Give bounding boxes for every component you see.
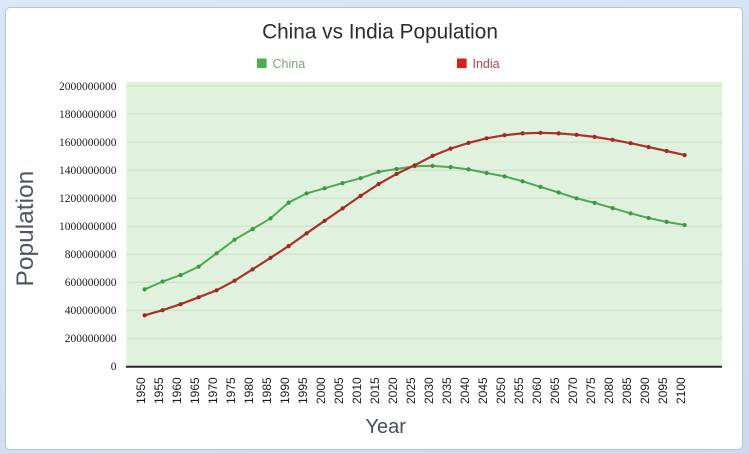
svg-text:China vs India Population: China vs India Population (262, 21, 498, 44)
svg-text:2015: 2015 (368, 377, 382, 404)
svg-text:1990: 1990 (278, 377, 292, 404)
svg-text:2025: 2025 (404, 377, 418, 404)
svg-text:2035: 2035 (440, 377, 454, 404)
svg-text:Population: Population (12, 171, 39, 287)
svg-text:2055: 2055 (512, 377, 526, 404)
svg-text:2020: 2020 (386, 377, 400, 404)
svg-text:0: 0 (111, 361, 117, 373)
svg-text:2050: 2050 (494, 377, 508, 404)
svg-text:2070: 2070 (566, 377, 580, 404)
svg-text:2100: 2100 (674, 377, 688, 404)
svg-text:2090: 2090 (638, 377, 652, 404)
svg-text:India: India (473, 57, 500, 71)
svg-text:1950: 1950 (134, 377, 148, 404)
svg-text:2005: 2005 (332, 377, 346, 404)
svg-text:2010: 2010 (350, 377, 364, 404)
svg-text:1955: 1955 (152, 377, 166, 404)
svg-text:1995: 1995 (296, 377, 310, 404)
svg-text:600000000: 600000000 (65, 277, 117, 289)
svg-text:2000000000: 2000000000 (59, 81, 117, 93)
svg-text:1400000000: 1400000000 (59, 165, 117, 177)
svg-text:2075: 2075 (584, 377, 598, 404)
svg-text:1965: 1965 (188, 377, 202, 404)
svg-text:200000000: 200000000 (65, 333, 117, 345)
svg-text:1200000000: 1200000000 (59, 193, 117, 205)
svg-text:800000000: 800000000 (65, 249, 117, 261)
svg-text:2040: 2040 (458, 377, 472, 404)
svg-text:1975: 1975 (224, 377, 238, 404)
svg-text:2095: 2095 (656, 377, 670, 404)
svg-text:1960: 1960 (170, 377, 184, 404)
svg-text:2060: 2060 (530, 377, 544, 404)
svg-text:1000000000: 1000000000 (59, 221, 117, 233)
svg-text:1980: 1980 (242, 377, 256, 404)
svg-text:2080: 2080 (602, 377, 616, 404)
svg-text:2065: 2065 (548, 377, 562, 404)
svg-text:400000000: 400000000 (65, 305, 117, 317)
svg-text:2085: 2085 (620, 377, 634, 404)
svg-text:1985: 1985 (260, 377, 274, 404)
svg-text:1600000000: 1600000000 (59, 137, 117, 149)
svg-text:Year: Year (365, 416, 406, 438)
svg-text:2045: 2045 (476, 377, 490, 404)
svg-text:China: China (273, 57, 306, 71)
svg-text:2030: 2030 (422, 377, 436, 404)
svg-text:1970: 1970 (206, 377, 220, 404)
svg-text:1800000000: 1800000000 (59, 109, 117, 121)
svg-text:2000: 2000 (314, 377, 328, 404)
